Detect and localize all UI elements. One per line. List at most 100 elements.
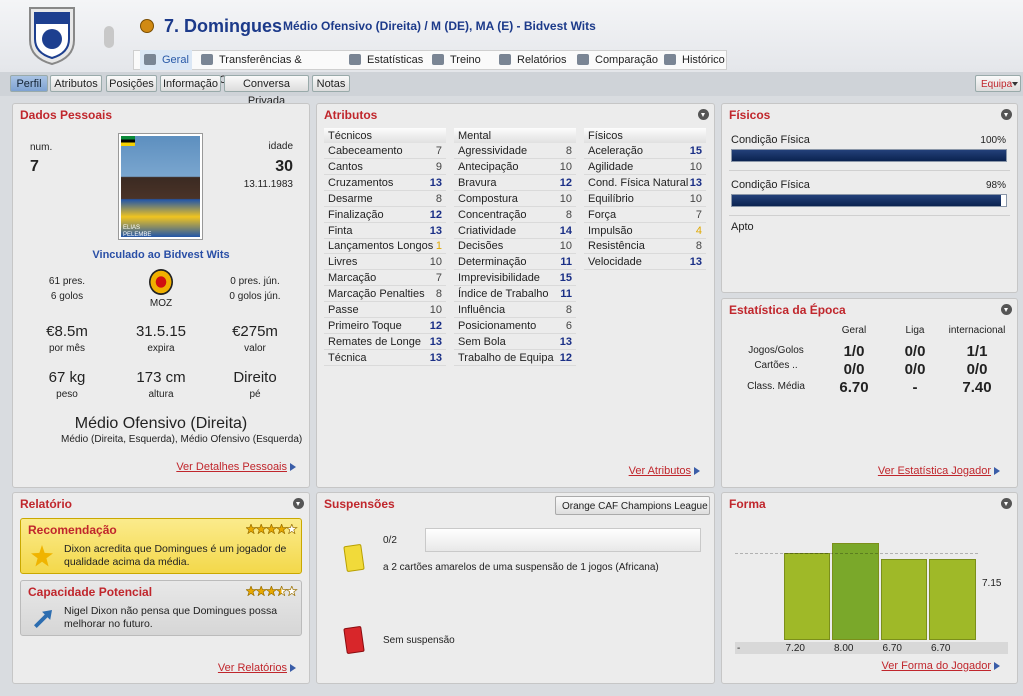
squad-button[interactable]: Equipa — [975, 75, 1021, 92]
attribute-value: 13 — [429, 351, 442, 364]
link[interactable]: Ver Detalhes Pessoais — [176, 461, 287, 473]
row-line — [324, 189, 446, 191]
row-line — [324, 301, 446, 303]
subtab[interactable]: Conversa Privada — [224, 75, 309, 107]
panel-title: Dados Pessoais — [20, 108, 113, 122]
panel-title: Estatística da Época — [729, 303, 846, 317]
tab[interactable]: Relatórios — [517, 54, 567, 66]
subtab[interactable]: Informação — [160, 75, 221, 92]
attribute-name: Bravura — [458, 176, 497, 189]
collapse-button[interactable] — [1001, 109, 1012, 120]
youth-apps: 0 pres. jún. — [230, 276, 280, 287]
row-line — [324, 237, 446, 239]
row-line — [324, 285, 446, 287]
stat-row-label: Jogos/Golos — [748, 345, 804, 356]
attribute-name: Remates de Longe — [328, 335, 421, 348]
scroll-arrows[interactable] — [104, 26, 114, 48]
stat-value: Direito — [233, 369, 277, 386]
attribute-name: Trabalho de Equipa — [458, 351, 554, 364]
collapse-button[interactable] — [1001, 304, 1012, 315]
attribute-value: 7 — [435, 145, 442, 157]
tab-icon — [201, 54, 213, 65]
row-line — [584, 237, 706, 239]
attribute-name: Cantos — [328, 160, 363, 173]
yellow-card — [343, 543, 365, 573]
stat-label: valor — [244, 343, 266, 354]
row-line — [584, 173, 706, 175]
panel — [316, 103, 715, 488]
form-axis — [735, 642, 1008, 654]
tab[interactable]: Transferências & Contratos — [219, 54, 302, 86]
attribute-value: 12 — [559, 176, 572, 189]
tab-icon — [664, 54, 676, 65]
subtab[interactable]: Posições — [106, 75, 157, 92]
row-line — [584, 205, 706, 207]
row-line — [454, 189, 576, 191]
yellow-text: a 2 cartões amarelos de uma suspensão de… — [383, 562, 659, 573]
row-line — [584, 253, 706, 255]
form-label: 6.70 — [931, 643, 951, 654]
tab[interactable]: Histórico — [682, 54, 725, 66]
panel-title: Forma — [729, 497, 766, 511]
attribute-value: 14 — [559, 224, 572, 237]
tab[interactable]: Estatísticas — [367, 54, 424, 66]
row-line — [454, 348, 576, 350]
collapse-button[interactable] — [698, 109, 709, 120]
tab[interactable]: Comparação — [595, 54, 658, 66]
subtab[interactable]: Notas — [312, 75, 350, 92]
row-line — [324, 158, 446, 159]
competition-dropdown[interactable]: Orange CAF Champions League — [555, 496, 710, 515]
player-subtitle: Médio Ofensivo (Direita) / M (DE), MA (E… — [283, 19, 596, 33]
attribute-name: Cabeceamento — [328, 145, 403, 157]
attribute-value: 8 — [435, 288, 442, 301]
attribute-name: Decisões — [458, 240, 504, 253]
form-label: 6.70 — [882, 643, 902, 654]
attribute-value: 15 — [559, 272, 572, 285]
attribute-name: Posicionamento — [458, 319, 537, 332]
tab-icon — [349, 54, 361, 65]
link[interactable]: Ver Forma do Jogador — [881, 660, 991, 672]
attribute-name: Concentração — [458, 208, 527, 221]
attribute-name: Desarme — [328, 192, 373, 205]
link[interactable]: Ver Atributos — [628, 465, 691, 477]
subtab[interactable]: Perfil — [10, 75, 48, 92]
photo — [121, 136, 200, 237]
attribute-value: 13 — [689, 176, 702, 189]
attribute-value: 13 — [429, 335, 442, 348]
tab[interactable]: Treino — [450, 54, 481, 66]
tab-icon — [499, 54, 511, 65]
red-card — [343, 625, 365, 655]
stat-value: 0/0 — [904, 361, 926, 378]
row-line — [454, 221, 576, 223]
row-line — [324, 269, 446, 271]
panel-title: Físicos — [729, 108, 771, 122]
collapse-button[interactable] — [293, 498, 304, 509]
attribute-value: 13 — [429, 224, 442, 237]
fitness-bar — [732, 150, 1006, 161]
form-label: - — [737, 643, 741, 654]
stat-column: Liga — [905, 325, 925, 336]
row-line — [584, 158, 706, 159]
form-bar — [783, 552, 830, 640]
attribute-value: 7 — [695, 208, 702, 221]
stat-column: internacional — [948, 325, 1006, 336]
collapse-button[interactable] — [1001, 498, 1012, 509]
link[interactable]: Ver Estatística Jogador — [877, 465, 991, 477]
panel-title: Relatório — [20, 497, 73, 511]
stat-label: peso — [56, 389, 78, 400]
row-line — [324, 332, 446, 334]
link[interactable]: Ver Relatórios — [217, 662, 287, 674]
row-line — [324, 317, 446, 318]
attribute-name: Finalização — [328, 208, 384, 221]
form-bar — [832, 543, 879, 640]
attribute-name: Aceleração — [588, 145, 644, 157]
link-arrow — [290, 664, 296, 672]
attribute-name: Marcação — [328, 272, 377, 285]
attribute-name: Marcação Penalties — [328, 288, 425, 301]
attribute-value: 13 — [429, 176, 442, 189]
subtab[interactable]: Atributos — [50, 75, 102, 92]
star-rating — [246, 586, 298, 596]
stat-value: 1/1 — [966, 343, 988, 360]
attribute-value: 9 — [435, 160, 442, 173]
player-icon — [140, 19, 154, 33]
